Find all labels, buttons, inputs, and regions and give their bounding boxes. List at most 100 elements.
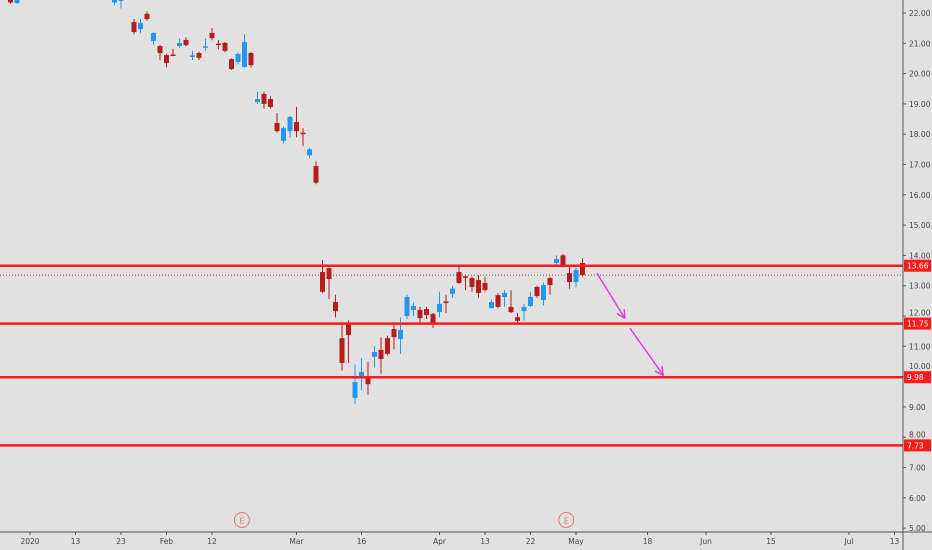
candle-body [131, 22, 137, 33]
candle-body [320, 272, 325, 292]
candle [508, 290, 514, 313]
time-tick-label: 23 [116, 537, 126, 546]
candle [437, 291, 442, 318]
candle [274, 112, 280, 133]
candle [333, 294, 338, 318]
candle-body [378, 349, 384, 360]
candle-body [469, 278, 475, 287]
candle-body [177, 42, 182, 47]
candle-body [443, 301, 449, 303]
price-tick-label: 19.00 [909, 100, 931, 109]
candle-body [541, 285, 546, 300]
candle [404, 294, 410, 320]
price-axis[interactable]: 22.00 21.00 20.00 19.00 18.00 17.00 16.00 15.00… [902, 0, 931, 550]
time-tick-label: 22 [526, 537, 536, 546]
candle [385, 335, 390, 356]
candle-body [281, 128, 286, 141]
candle-body [313, 166, 319, 183]
price-level-badge [904, 259, 931, 272]
earnings-marker[interactable]: E [558, 512, 575, 528]
time-tick-label: 15 [766, 537, 776, 546]
candle [541, 282, 546, 306]
candle-body [294, 122, 299, 132]
candle-body [417, 309, 423, 319]
candle-body [112, 0, 117, 3]
candle [281, 126, 286, 144]
candle [138, 19, 143, 33]
earnings-circle [233, 512, 250, 528]
candle-body [528, 296, 533, 307]
time-axis[interactable]: 2020 13 23 Feb 12 Mar 16 Apr 13 22 May 18 Jun 15 Jul 13 [0, 531, 932, 546]
candle-body [482, 282, 488, 290]
earnings-circle [558, 512, 575, 528]
candle [287, 116, 293, 138]
earnings-label: E [564, 517, 569, 526]
candle [463, 275, 468, 291]
candle-body [326, 268, 332, 280]
earnings-marker[interactable]: E [233, 512, 250, 528]
candle-body [255, 99, 260, 103]
candle-body [365, 377, 371, 385]
time-tick-label: 2020 [20, 537, 39, 546]
candle [411, 302, 416, 316]
time-tick-label: Feb [160, 537, 174, 546]
candle [489, 299, 494, 309]
candle [307, 147, 312, 159]
price-level-badge [904, 371, 931, 384]
candle [528, 291, 533, 307]
candle [443, 294, 449, 313]
time-tick-label: 13 [71, 537, 81, 546]
candle [118, 0, 124, 9]
candle [391, 322, 397, 350]
candle [424, 306, 429, 320]
candle-body [14, 0, 20, 4]
candle-body [333, 302, 338, 312]
arrow-shaft [596, 272, 626, 319]
candle [469, 276, 475, 292]
candle-body [339, 338, 345, 363]
candle-body [437, 303, 442, 313]
candle-body [463, 276, 468, 278]
candle [157, 44, 163, 60]
candle-body [274, 122, 280, 132]
candle [495, 293, 501, 309]
candle [229, 58, 234, 70]
candle-body [456, 272, 462, 283]
candle [8, 0, 13, 4]
price-tick-label: 14.00 [909, 251, 931, 260]
candle [313, 161, 319, 185]
candle-body [287, 116, 293, 132]
candle [144, 11, 150, 21]
candle [164, 53, 169, 68]
candle [177, 38, 182, 48]
candle-body [268, 99, 273, 107]
candle-body [476, 279, 481, 293]
price-tick-label: 12.00 [909, 309, 931, 318]
candle-body [560, 255, 566, 267]
time-tick-label: Mar [289, 537, 304, 546]
price-tick-label: 10.00 [909, 362, 931, 371]
candle [248, 51, 254, 68]
candle [450, 285, 455, 298]
candle [294, 106, 299, 138]
candle-body [190, 55, 195, 57]
time-tick-label: 13 [890, 537, 900, 546]
candle-body [170, 54, 176, 57]
candle-body [138, 22, 143, 30]
candle-body [489, 302, 494, 309]
candle [580, 258, 585, 277]
candle-body [359, 372, 364, 379]
price-tick-label: 8.00 [909, 430, 926, 439]
candle [378, 337, 384, 374]
candle [203, 38, 208, 51]
candle [346, 320, 351, 363]
price-tick-label: 13.00 [909, 282, 931, 291]
candle-body [8, 0, 13, 3]
candle [183, 37, 189, 47]
candle-body [307, 149, 312, 156]
trend-arrow [596, 272, 626, 320]
price-tick-label: 9.00 [909, 403, 926, 412]
candle [547, 276, 553, 295]
